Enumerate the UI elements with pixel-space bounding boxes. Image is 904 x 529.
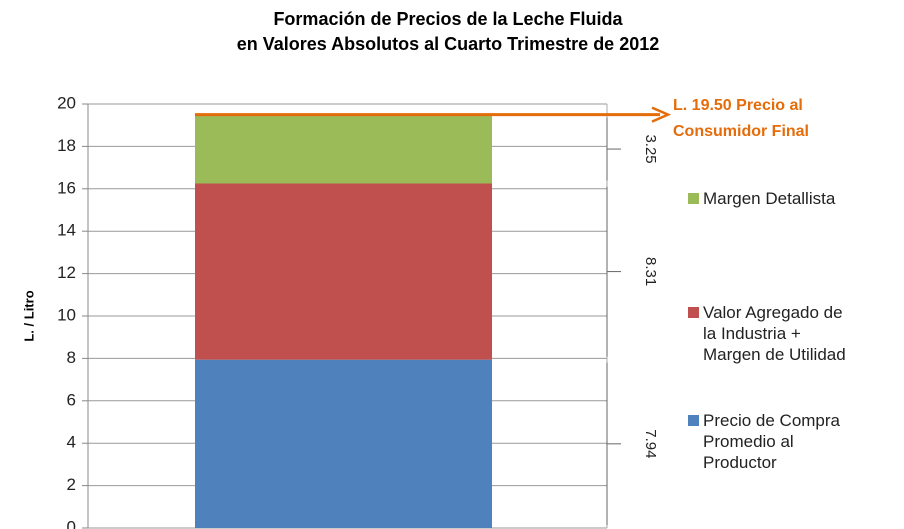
legend-label: Margen Detallista [703,189,836,208]
legend-swatch [688,415,699,426]
bar-segment [195,183,492,360]
legend-label: Precio de Compra Promedio al Productor [703,411,841,472]
data-label: 7.94 [642,429,659,458]
data-label: 8.31 [642,257,659,286]
y-tick-label: 8 [67,348,76,367]
data-label: 3.25 [642,134,659,163]
y-tick-label: 10 [57,305,76,324]
bar-segment [195,359,492,528]
y-tick-label: 6 [67,390,76,409]
y-tick-label: 4 [67,433,76,452]
y-tick-label: 18 [57,136,76,155]
y-tick-label: 16 [57,178,76,197]
y-tick-label: 14 [57,221,76,240]
y-tick-label: 0 [67,517,76,529]
y-tick-label: 2 [67,475,76,494]
legend-entry: Precio de Compra Promedio al Productor [688,410,888,473]
chart-title: Formación de Precios de la Leche Fluida [273,9,623,29]
annotation: Consumidor Final [673,123,809,140]
y-tick-label: 20 [57,93,76,112]
legend-entry: Valor Agregado de la Industria + Margen … [688,302,888,365]
y-tick-label: 12 [57,263,76,282]
price-arrow [651,106,672,123]
legend-entry: Margen Detallista [688,188,888,209]
y-axis-label: L. / Litro [21,290,36,341]
legend-swatch [688,307,699,318]
legend-label: Valor Agregado de la Industria + Margen … [703,303,846,364]
legend-swatch [688,193,699,204]
bar-segment [195,114,492,184]
chart-title: en Valores Absolutos al Cuarto Trimestre… [237,34,660,54]
annotation: L. 19.50 Precio al [673,97,803,114]
